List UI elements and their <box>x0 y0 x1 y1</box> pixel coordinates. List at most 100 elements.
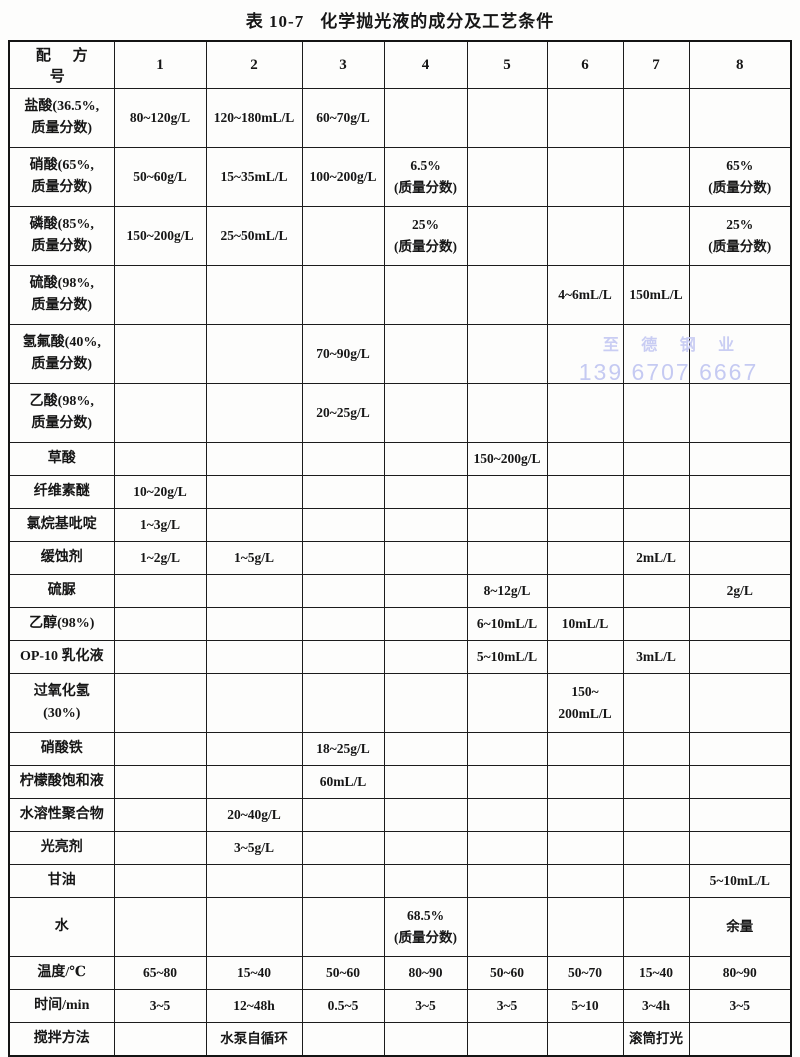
value-cell <box>622 206 690 266</box>
table-row: 过氧化氢 (30%) 150~ 200mL/L <box>8 673 792 733</box>
table-row: 光亮剂 3~5g/L <box>8 831 792 865</box>
value-cell <box>113 732 207 766</box>
value-cell <box>688 798 792 832</box>
value-cell <box>466 1022 548 1057</box>
value-cell <box>546 383 624 443</box>
value-cell <box>205 265 303 325</box>
value-cell <box>205 508 303 542</box>
value-cell <box>466 864 548 898</box>
formula-column-header: 2 <box>205 40 303 89</box>
table-row: 柠檬酸饱和液 60mL/L <box>8 765 792 799</box>
value-cell <box>546 864 624 898</box>
value-cell <box>622 831 690 865</box>
value-cell <box>383 864 468 898</box>
value-cell: 滚筒打光 <box>622 1022 690 1057</box>
value-cell <box>113 1022 207 1057</box>
table-row: 乙醇(98%) 6~10mL/L 10mL/L <box>8 607 792 641</box>
value-cell: 68.5% (质量分数) <box>383 897 468 957</box>
row-label: 硝酸(65%, 质量分数) <box>8 147 115 207</box>
value-cell <box>301 640 385 674</box>
value-cell: 5~10mL/L <box>688 864 792 898</box>
value-cell: 0.5~5 <box>301 989 385 1023</box>
value-cell <box>383 1022 468 1057</box>
value-cell: 3mL/L <box>622 640 690 674</box>
table-row: 草酸 150~200g/L <box>8 442 792 476</box>
value-cell <box>622 897 690 957</box>
row-label: 氢氟酸(40%, 质量分数) <box>8 324 115 384</box>
value-cell <box>546 88 624 148</box>
row-label: 氯烷基吡啶 <box>8 508 115 542</box>
row-label: 硝酸铁 <box>8 732 115 766</box>
row-label: 缓蚀剂 <box>8 541 115 575</box>
value-cell: 1~2g/L <box>113 541 207 575</box>
table-row: 磷酸(85%, 质量分数) 150~200g/L 25~50mL/L 25% (质量分… <box>8 206 792 266</box>
formula-column-header: 7 <box>622 40 690 89</box>
row-label: 搅拌方法 <box>8 1022 115 1057</box>
value-cell <box>466 897 548 957</box>
table-body: 盐酸(36.5%, 质量分数) 80~120g/L 120~180mL/L 60~70… <box>8 88 792 1057</box>
table-row: 氯烷基吡啶 1~3g/L <box>8 508 792 542</box>
value-cell: 150~200g/L <box>466 442 548 476</box>
value-cell <box>383 265 468 325</box>
value-cell <box>622 88 690 148</box>
table-row: 温度/℃ 65~80 15~40 50~60 80~90 50~60 50~70 15~40 8… <box>8 956 792 990</box>
value-cell <box>622 324 690 384</box>
value-cell: 70~90g/L <box>301 324 385 384</box>
value-cell <box>622 673 690 733</box>
value-cell <box>205 640 303 674</box>
table-row: 搅拌方法 水泵自循环 滚筒打光 <box>8 1022 792 1057</box>
value-cell: 65% (质量分数) <box>688 147 792 207</box>
value-cell <box>688 732 792 766</box>
value-cell <box>113 831 207 865</box>
table-row: 甘油 5~10mL/L <box>8 864 792 898</box>
value-cell <box>688 831 792 865</box>
value-cell <box>301 831 385 865</box>
value-cell <box>466 383 548 443</box>
value-cell <box>688 508 792 542</box>
value-cell: 150~ 200mL/L <box>546 673 624 733</box>
value-cell <box>113 765 207 799</box>
value-cell <box>622 765 690 799</box>
value-cell <box>301 508 385 542</box>
value-cell <box>546 508 624 542</box>
value-cell: 150~200g/L <box>113 206 207 266</box>
value-cell: 3~5 <box>688 989 792 1023</box>
value-cell: 50~60g/L <box>113 147 207 207</box>
value-cell: 5~10mL/L <box>466 640 548 674</box>
value-cell <box>301 864 385 898</box>
value-cell <box>622 475 690 509</box>
row-label: 水溶性聚合物 <box>8 798 115 832</box>
value-cell: 20~40g/L <box>205 798 303 832</box>
value-cell <box>113 897 207 957</box>
value-cell: 10mL/L <box>546 607 624 641</box>
value-cell <box>688 383 792 443</box>
value-cell <box>113 864 207 898</box>
value-cell: 2mL/L <box>622 541 690 575</box>
table-caption: 化学抛光液的成分及工艺条件 <box>320 12 555 31</box>
value-cell <box>466 541 548 575</box>
value-cell: 水泵自循环 <box>205 1022 303 1057</box>
value-cell: 1~3g/L <box>113 508 207 542</box>
value-cell <box>301 1022 385 1057</box>
value-cell <box>466 324 548 384</box>
row-label: 盐酸(36.5%, 质量分数) <box>8 88 115 148</box>
value-cell: 18~25g/L <box>301 732 385 766</box>
table-row: OP-10 乳化液 5~10mL/L 3mL/L <box>8 640 792 674</box>
row-label: OP-10 乳化液 <box>8 640 115 674</box>
value-cell: 3~4h <box>622 989 690 1023</box>
value-cell: 50~60 <box>301 956 385 990</box>
value-cell <box>113 265 207 325</box>
value-cell <box>301 541 385 575</box>
value-cell <box>383 640 468 674</box>
value-cell: 60~70g/L <box>301 88 385 148</box>
table-row: 氢氟酸(40%, 质量分数) 70~90g/L <box>8 324 792 384</box>
value-cell: 3~5 <box>466 989 548 1023</box>
value-cell: 60mL/L <box>301 765 385 799</box>
table-row: 硫酸(98%, 质量分数) 4~6mL/L 150mL/L <box>8 265 792 325</box>
value-cell <box>301 574 385 608</box>
value-cell <box>301 206 385 266</box>
row-label: 甘油 <box>8 864 115 898</box>
value-cell: 20~25g/L <box>301 383 385 443</box>
